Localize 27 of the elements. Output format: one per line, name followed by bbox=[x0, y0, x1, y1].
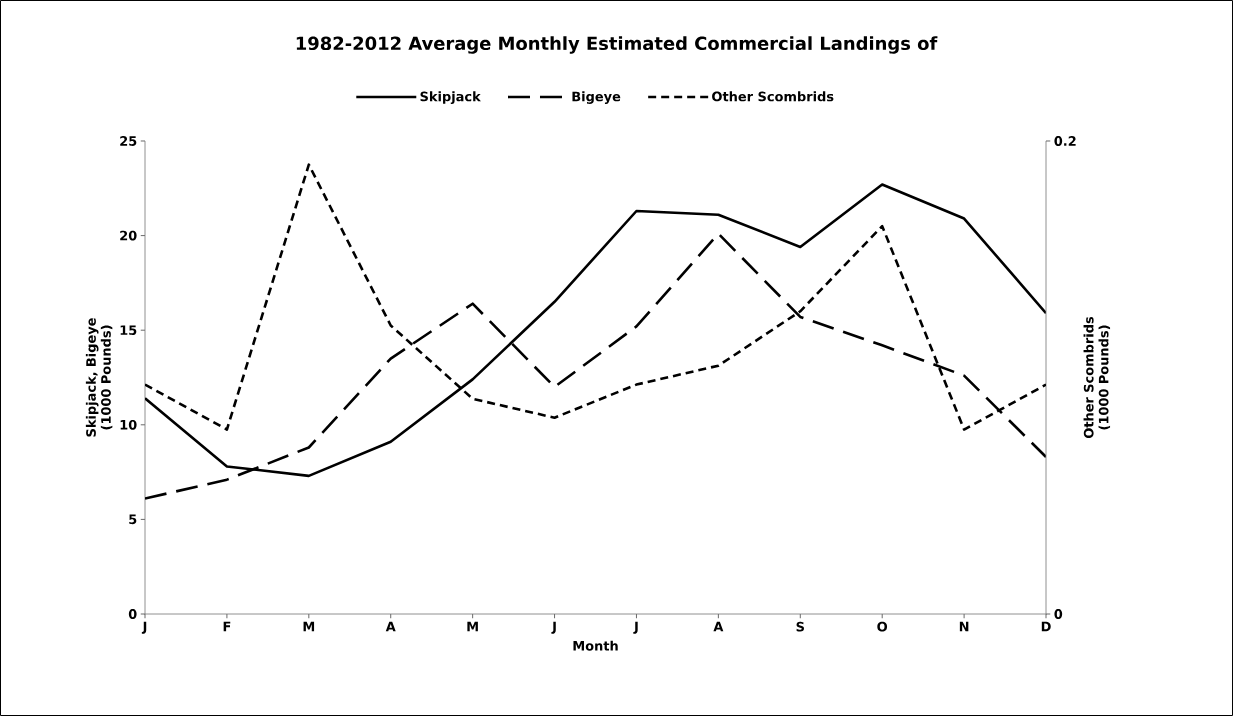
legend-label: Other Scombrids bbox=[712, 91, 834, 102]
chart-title: 1982-2012 Average Monthly Estimated Commercial Landings of bbox=[296, 36, 938, 54]
x-tick-label: J bbox=[633, 621, 638, 634]
x-tick-label: J bbox=[551, 621, 556, 634]
y-tick-label: 5 bbox=[129, 514, 137, 525]
x-tick-label: F bbox=[223, 621, 231, 632]
x-tick-label: M bbox=[467, 621, 478, 632]
y-tick-label: 20 bbox=[120, 230, 137, 241]
x-tick-label: A bbox=[385, 621, 396, 632]
legend-label: Skipjack bbox=[420, 91, 481, 104]
y2-tick-label: 0.2 bbox=[1054, 136, 1076, 146]
y-tick-label: 25 bbox=[120, 136, 137, 146]
x-tick-label: J bbox=[141, 621, 147, 634]
y-tick-label: 10 bbox=[120, 419, 137, 430]
y-tick-label: 15 bbox=[120, 325, 137, 336]
x-tick-label: N bbox=[959, 621, 969, 632]
x-tick-label: O bbox=[877, 621, 888, 632]
x-tick-label: M bbox=[303, 621, 315, 632]
y-tick-label: 0 bbox=[128, 609, 137, 619]
x-tick-label: A bbox=[713, 621, 724, 632]
x-tick-label: S bbox=[796, 621, 804, 632]
legend-label: Bigeye bbox=[572, 91, 621, 104]
y-axis-title: Skipjack, Bigeye (1000 Pounds) bbox=[85, 318, 113, 437]
y2-tick-label: 0 bbox=[1054, 609, 1063, 619]
y2-axis-title: Other Scombrids (1000 Pounds) bbox=[1083, 316, 1111, 439]
x-axis-title: Month bbox=[573, 640, 618, 651]
x-tick-label: D bbox=[1041, 621, 1051, 632]
